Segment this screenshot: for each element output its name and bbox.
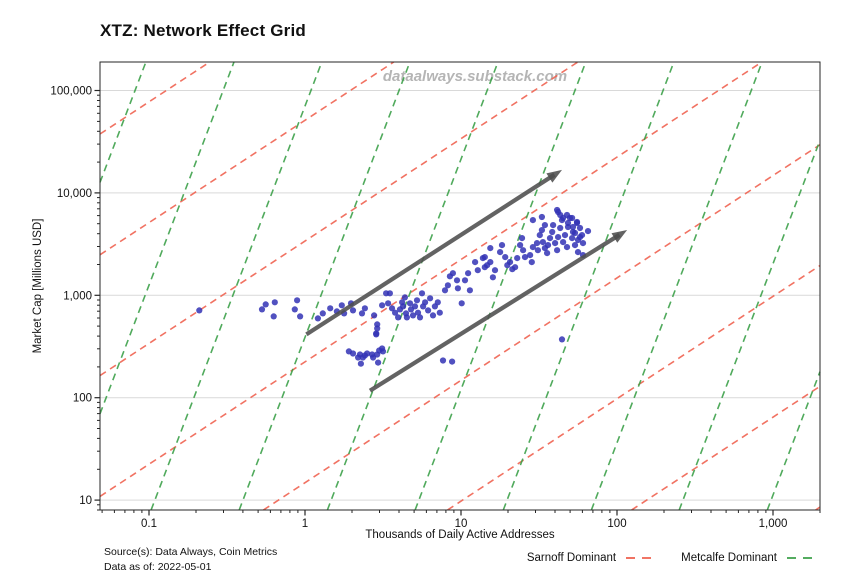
y-axis-label: Market Cap [Millions USD] xyxy=(32,218,44,354)
source-line-1: Source(s): Data Always, Coin Metrics xyxy=(104,546,278,558)
svg-text:1,000: 1,000 xyxy=(759,518,788,530)
chart-title: XTZ: Network Effect Grid xyxy=(100,21,306,40)
svg-text:1: 1 xyxy=(302,518,308,530)
metcalfe-dash-icon xyxy=(787,557,819,559)
svg-text:1,000: 1,000 xyxy=(63,290,92,302)
sarnoff-dash-icon xyxy=(626,557,659,559)
svg-text:100: 100 xyxy=(73,393,92,405)
watermark: dataalways.substack.com xyxy=(382,68,568,85)
source-line-2: Data as of: 2022-05-01 xyxy=(104,561,212,573)
svg-text:10: 10 xyxy=(79,495,92,507)
x-axis-label: Thousands of Daily Active Addresses xyxy=(365,529,555,541)
legend-label-sarnoff: Sarnoff Dominant xyxy=(526,552,617,564)
svg-text:0.1: 0.1 xyxy=(141,518,157,530)
svg-text:10,000: 10,000 xyxy=(57,188,92,200)
legend-item-metcalfe: Metcalfe Dominant xyxy=(681,552,820,564)
legend-label-metcalfe: Metcalfe Dominant xyxy=(681,552,777,564)
legend: Sarnoff Dominant Metcalfe Dominant xyxy=(527,552,820,564)
legend-item-sarnoff: Sarnoff Dominant xyxy=(527,552,659,564)
svg-text:10: 10 xyxy=(455,518,468,530)
svg-text:100,000: 100,000 xyxy=(50,86,92,98)
svg-text:100: 100 xyxy=(607,518,626,530)
